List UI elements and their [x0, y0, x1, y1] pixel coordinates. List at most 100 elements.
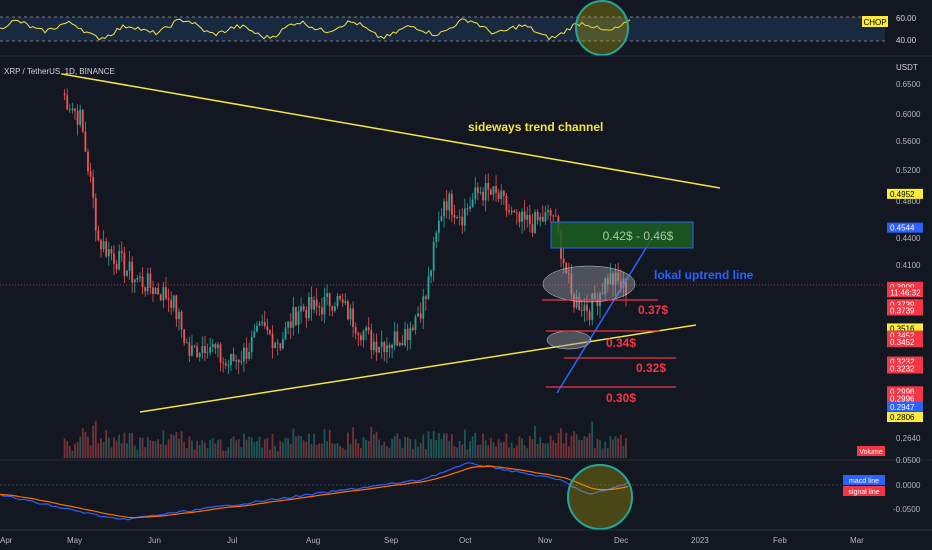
volume-bar — [302, 440, 305, 458]
signal-line — [0, 465, 629, 519]
local-uptrend-line[interactable] — [556, 221, 663, 394]
lower-channel-line[interactable] — [139, 324, 697, 413]
volume-bar — [370, 427, 373, 458]
price-badge-label: 0.3452 — [890, 332, 915, 341]
volume-bar — [131, 432, 134, 458]
macd-tick: 0.0500 — [896, 456, 921, 465]
volume-bar — [284, 437, 287, 458]
candle-body — [76, 110, 79, 125]
price-badge-label: 0.4952 — [890, 190, 915, 199]
candle-body — [378, 346, 380, 353]
candle-body — [87, 151, 89, 172]
candle-body — [97, 230, 100, 241]
volume-bar — [536, 443, 539, 458]
candle-body — [575, 296, 578, 308]
chop-label: CHOP — [863, 18, 886, 27]
volume-bar — [378, 439, 380, 458]
candle-body — [217, 344, 219, 349]
volume-bar — [424, 449, 427, 458]
volume-bar — [97, 442, 100, 458]
candle-body — [196, 346, 199, 357]
price-badge-label: 0.3452 — [890, 338, 915, 347]
candle-body — [440, 216, 443, 221]
volume-bar — [237, 439, 240, 458]
candle-body — [430, 270, 432, 277]
candle-body — [102, 241, 105, 250]
price-badge-label: 0.4544 — [890, 224, 915, 233]
volume-bar — [107, 437, 110, 458]
volume-bar — [170, 434, 173, 458]
volume-bar — [159, 444, 162, 458]
candle-body — [362, 330, 365, 341]
candle-body — [131, 261, 134, 283]
volume-bar — [531, 439, 534, 458]
candle-body — [445, 201, 448, 211]
volume-bar — [393, 435, 396, 458]
volume-bar — [250, 437, 253, 458]
candle-body — [508, 210, 510, 213]
quote-currency: USDT — [896, 63, 918, 72]
candle-body — [570, 273, 573, 295]
candlesticks — [63, 88, 627, 375]
volume-bar — [313, 434, 316, 458]
volume-bar — [534, 425, 536, 458]
price-badge — [887, 299, 923, 310]
volume-bar — [588, 432, 591, 458]
candle-body — [219, 344, 222, 363]
volume-bar — [141, 437, 144, 458]
candle-body — [175, 295, 178, 320]
candle-body — [427, 276, 430, 300]
candle-body — [593, 293, 596, 300]
volume-bar — [113, 437, 115, 458]
volume-bar — [261, 447, 264, 458]
volume-bar — [165, 444, 167, 458]
volume-bar — [196, 440, 199, 458]
candle-body — [152, 287, 154, 295]
candle-body — [118, 251, 121, 270]
price-tick: 0.6000 — [896, 110, 921, 119]
time-axis[interactable]: Apr May Jun Jul Aug Sep Oct Nov Dec 2023… — [0, 536, 864, 545]
price-axis[interactable]: USDT 0.6500 0.6000 0.5600 0.5200 0.4800 … — [887, 63, 923, 443]
volume-bar — [562, 443, 565, 458]
volume-bar — [162, 430, 165, 458]
support-touch-ellipse — [546, 330, 592, 350]
volume-bar — [248, 436, 251, 458]
volume-bar — [346, 432, 349, 458]
channel-annotation: sideways trend channel — [468, 120, 603, 134]
candle-body — [344, 301, 347, 304]
volume-bar — [149, 440, 152, 458]
candle-body — [141, 276, 144, 288]
volume-bar — [253, 442, 256, 458]
volume-bar — [352, 427, 355, 458]
volume-bar — [230, 438, 232, 458]
target-zone-box[interactable] — [550, 221, 694, 249]
volume-bar — [453, 446, 456, 458]
volume-bar — [219, 439, 222, 458]
candle-body — [417, 313, 419, 317]
upper-channel-line[interactable] — [61, 73, 721, 189]
volume-bar — [243, 433, 245, 458]
candle-body — [567, 272, 570, 274]
candle-body — [612, 273, 614, 286]
volume-bar — [87, 436, 89, 458]
volume-bar — [222, 450, 225, 458]
volume-bars — [63, 420, 627, 458]
candle-body — [487, 183, 490, 190]
volume-bar — [84, 432, 87, 458]
candle-body — [552, 215, 555, 217]
volume-bar — [81, 428, 84, 458]
candle-body — [165, 287, 167, 299]
price-tick: 0.2640 — [896, 434, 921, 443]
volume-bar — [209, 439, 212, 458]
price-tick: 0.4400 — [896, 234, 921, 243]
volume-bar — [508, 447, 510, 458]
level-label-032: 0.32$ — [636, 361, 666, 375]
candle-body — [414, 316, 417, 331]
volume-bar — [573, 431, 575, 458]
price-badge-label: 0.2996 — [890, 395, 915, 404]
volume-bar — [206, 448, 209, 458]
volume-bar — [175, 432, 178, 458]
volume-bar — [422, 434, 425, 458]
candle-body — [266, 326, 269, 331]
